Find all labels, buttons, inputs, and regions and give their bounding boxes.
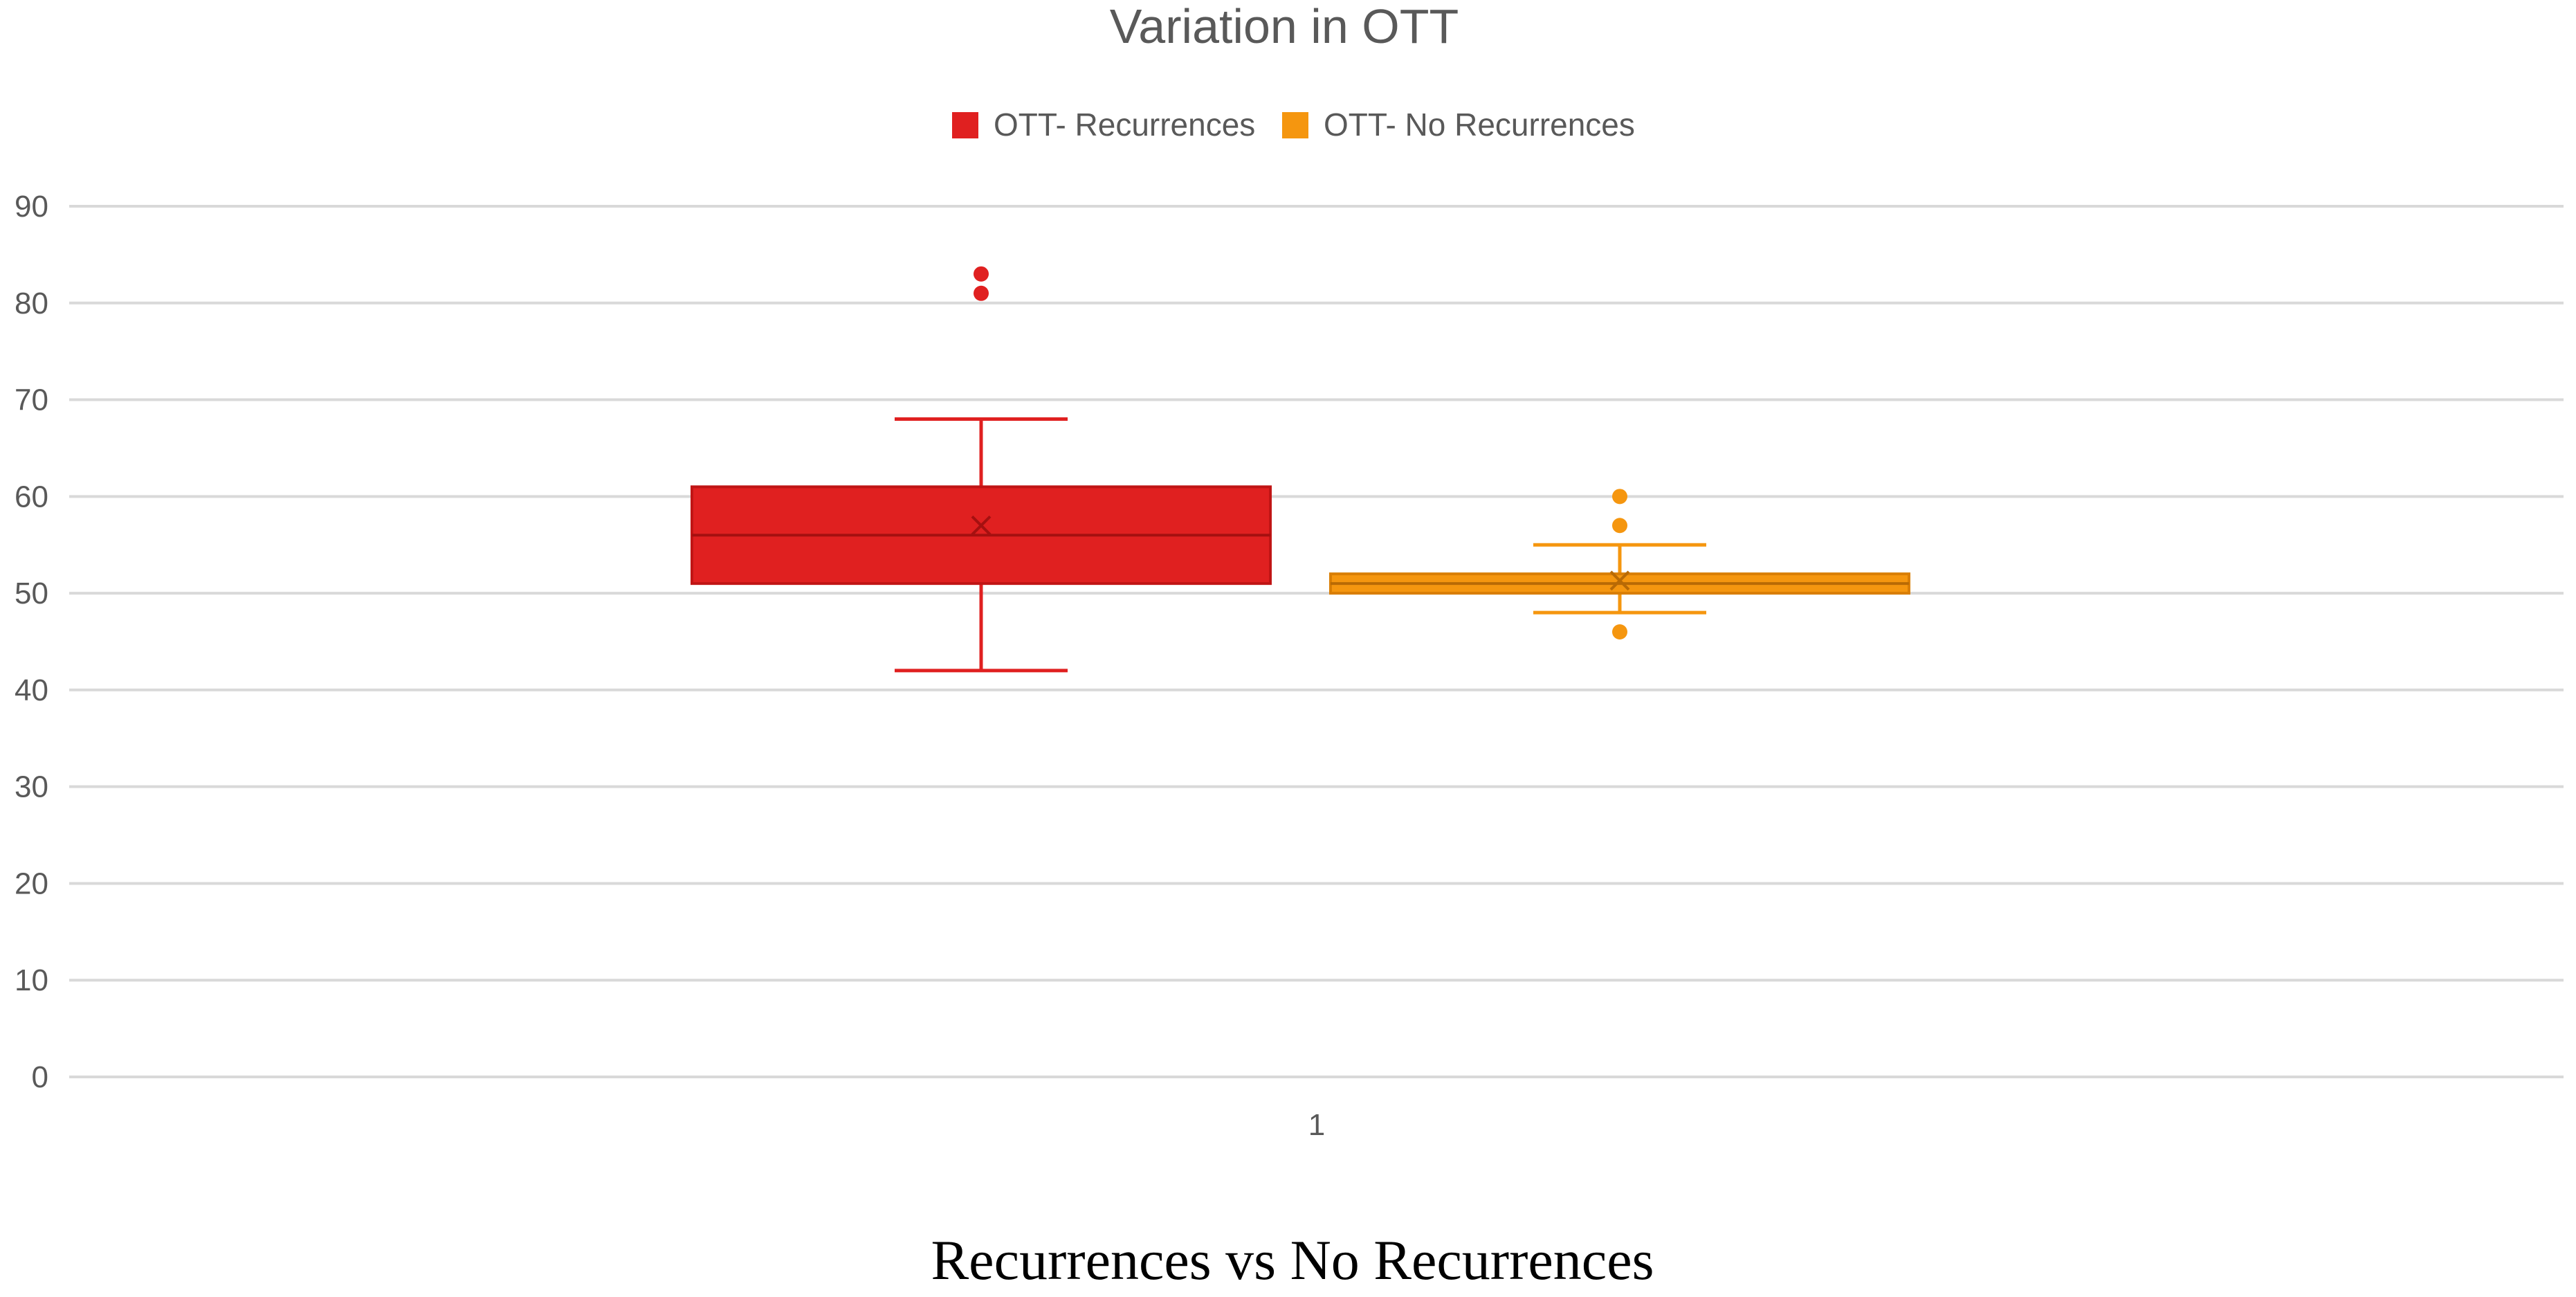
y-axis-ticks: 0 10 20 30 40 50 60 70 80 90	[15, 190, 48, 1094]
outlier-point	[1612, 489, 1627, 505]
legend-label-no-recurrences: OTT- No Recurrences	[1324, 107, 1635, 143]
chart-caption: Recurrences vs No Recurrences	[931, 1228, 1654, 1291]
chart-title: Variation in OTT	[1110, 0, 1459, 53]
outlier-point	[974, 266, 989, 282]
legend-swatch-recurrences	[952, 112, 978, 138]
legend-label-recurrences: OTT- Recurrences	[994, 107, 1255, 143]
y-tick-label: 40	[15, 673, 48, 707]
y-tick-label: 90	[15, 190, 48, 224]
box-plot-recurrences	[691, 266, 1272, 673]
y-tick-label: 30	[15, 770, 48, 804]
mean-marker	[971, 515, 992, 536]
outlier-point	[1612, 624, 1627, 640]
x-tick-label: 1	[1308, 1108, 1325, 1142]
y-tick-label: 60	[15, 480, 48, 514]
outlier-point	[974, 285, 989, 301]
box-plot-no-recurrences	[1329, 489, 1910, 640]
mean-marker	[1609, 570, 1630, 591]
gridlines	[69, 205, 2564, 1078]
y-tick-label: 20	[15, 867, 48, 900]
legend: OTT- Recurrences OTT- No Recurrences	[952, 107, 1635, 143]
y-tick-label: 0	[32, 1060, 48, 1094]
legend-swatch-no-recurrences	[1282, 112, 1308, 138]
y-tick-label: 80	[15, 287, 48, 320]
outlier-point	[1612, 518, 1627, 534]
y-tick-label: 50	[15, 577, 48, 610]
y-tick-label: 10	[15, 963, 48, 997]
y-tick-label: 70	[15, 383, 48, 417]
box-plots	[691, 266, 1910, 673]
